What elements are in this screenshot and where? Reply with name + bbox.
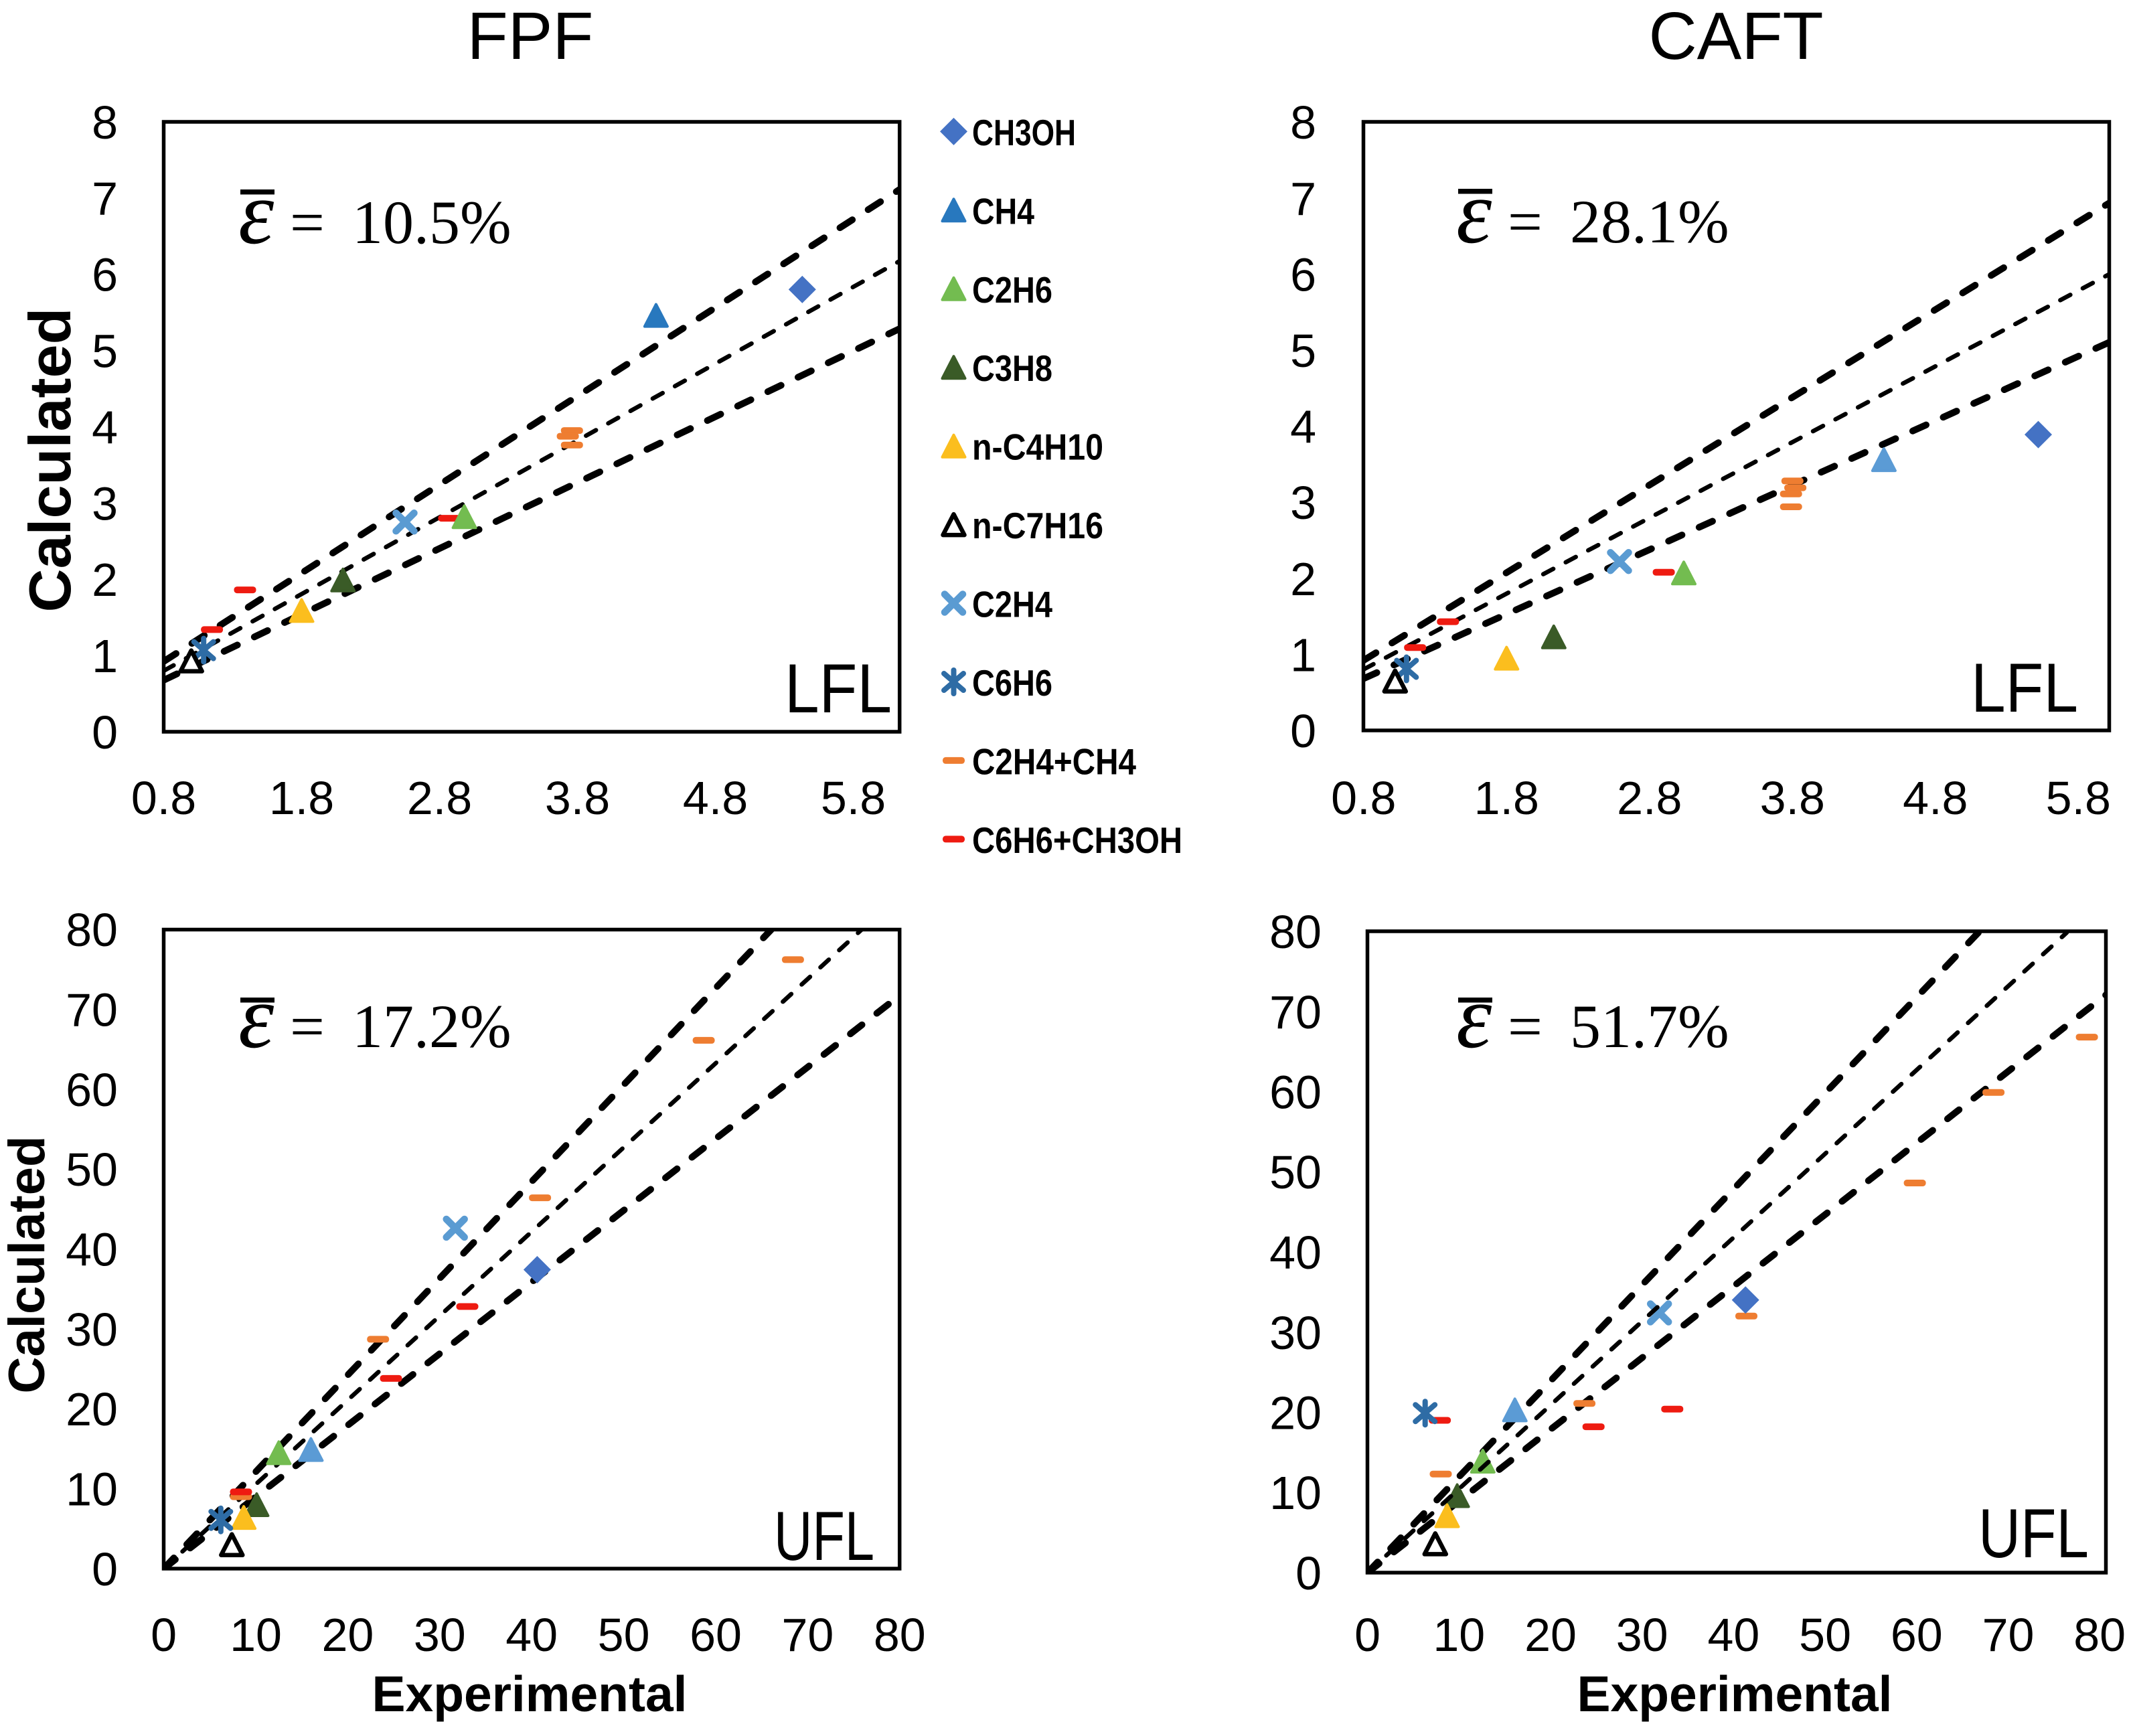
- svg-text:10: 10: [66, 1464, 118, 1516]
- svg-text:C2H6: C2H6: [972, 269, 1052, 311]
- svg-text:CH3OH: CH3OH: [972, 112, 1076, 153]
- svg-text:10: 10: [1433, 1609, 1485, 1661]
- svg-text:5: 5: [92, 325, 118, 378]
- svg-text:50: 50: [1799, 1609, 1851, 1661]
- svg-text:1.8: 1.8: [1474, 772, 1539, 824]
- svg-text:n-C4H10: n-C4H10: [972, 426, 1103, 468]
- svg-text:7: 7: [1290, 173, 1316, 225]
- svg-text:2: 2: [92, 554, 118, 606]
- svg-text:30: 30: [1269, 1307, 1322, 1359]
- svg-text:C2H4: C2H4: [972, 584, 1052, 625]
- svg-text:20: 20: [321, 1609, 374, 1661]
- svg-text:60: 60: [66, 1064, 118, 1116]
- svg-text:=: =: [1508, 187, 1543, 256]
- svg-text:20: 20: [1269, 1387, 1322, 1439]
- svg-text:0: 0: [1354, 1609, 1380, 1661]
- svg-text:0: 0: [92, 1543, 118, 1595]
- svg-text:CAFT: CAFT: [1648, 0, 1823, 74]
- svg-text:70: 70: [1269, 986, 1322, 1038]
- svg-text:40: 40: [66, 1224, 118, 1276]
- svg-text:CH4: CH4: [972, 190, 1034, 232]
- svg-text:20: 20: [1524, 1609, 1577, 1661]
- svg-text:ε: ε: [1456, 163, 1492, 262]
- svg-text:5: 5: [1290, 325, 1316, 377]
- svg-text:5.8: 5.8: [2046, 772, 2111, 824]
- svg-text:Experimental: Experimental: [372, 1666, 687, 1722]
- svg-text:10: 10: [230, 1609, 282, 1661]
- svg-text:10: 10: [1269, 1467, 1322, 1519]
- svg-text:4: 4: [1290, 401, 1316, 453]
- svg-text:51.7%: 51.7%: [1570, 992, 1729, 1060]
- svg-text:3.8: 3.8: [1760, 772, 1825, 824]
- svg-text:4: 4: [92, 401, 118, 453]
- svg-text:8: 8: [92, 96, 118, 149]
- svg-text:70: 70: [1982, 1609, 2035, 1661]
- svg-text:2.8: 2.8: [1617, 772, 1682, 824]
- svg-text:20: 20: [66, 1383, 118, 1435]
- svg-text:80: 80: [874, 1609, 926, 1661]
- svg-text:=: =: [290, 992, 325, 1060]
- svg-text:0: 0: [92, 706, 118, 759]
- svg-text:80: 80: [66, 904, 118, 956]
- svg-text:C6H6: C6H6: [972, 662, 1052, 704]
- svg-text:6: 6: [92, 249, 118, 301]
- svg-text:LFL: LFL: [785, 650, 892, 728]
- svg-text:LFL: LFL: [1971, 649, 2078, 727]
- svg-text:50: 50: [66, 1143, 118, 1196]
- svg-text:0: 0: [1295, 1547, 1322, 1599]
- svg-text:FPF: FPF: [467, 0, 594, 74]
- svg-text:0: 0: [1290, 705, 1316, 757]
- svg-text:5.8: 5.8: [821, 772, 886, 824]
- svg-text:3: 3: [92, 477, 118, 530]
- svg-text:C6H6+CH3OH: C6H6+CH3OH: [972, 819, 1182, 861]
- svg-text:C3H8: C3H8: [972, 347, 1052, 389]
- svg-text:0.8: 0.8: [1331, 772, 1396, 824]
- svg-text:50: 50: [1269, 1146, 1322, 1198]
- svg-text:30: 30: [1616, 1609, 1668, 1661]
- svg-text:60: 60: [690, 1609, 742, 1661]
- svg-text:Calculated: Calculated: [17, 308, 83, 613]
- svg-text:50: 50: [598, 1609, 650, 1661]
- svg-text:7: 7: [92, 173, 118, 225]
- svg-text:70: 70: [66, 983, 118, 1036]
- svg-text:17.2%: 17.2%: [352, 992, 511, 1060]
- svg-text:30: 30: [414, 1609, 466, 1661]
- svg-text:10.5%: 10.5%: [352, 188, 511, 256]
- svg-text:30: 30: [66, 1304, 118, 1356]
- svg-text:=: =: [1508, 992, 1543, 1060]
- svg-text:60: 60: [1891, 1609, 1943, 1661]
- svg-text:ε: ε: [238, 163, 274, 263]
- svg-text:1: 1: [92, 630, 118, 682]
- svg-text:0: 0: [151, 1609, 177, 1661]
- svg-text:2: 2: [1290, 553, 1316, 605]
- svg-text:2.8: 2.8: [407, 772, 472, 824]
- svg-text:60: 60: [1269, 1067, 1322, 1119]
- svg-text:3.8: 3.8: [545, 772, 610, 824]
- svg-text:Calculated: Calculated: [0, 1136, 56, 1394]
- svg-text:3: 3: [1290, 477, 1316, 529]
- svg-text:1.8: 1.8: [269, 772, 334, 824]
- svg-text:C2H4+CH4: C2H4+CH4: [972, 740, 1136, 782]
- svg-text:70: 70: [781, 1609, 834, 1661]
- svg-text:28.1%: 28.1%: [1570, 187, 1729, 256]
- svg-text:40: 40: [1269, 1227, 1322, 1279]
- svg-text:6: 6: [1290, 248, 1316, 301]
- svg-text:40: 40: [1707, 1609, 1759, 1661]
- svg-text:4.8: 4.8: [1903, 772, 1968, 824]
- svg-text:n-C7H16: n-C7H16: [972, 505, 1103, 546]
- svg-text:Experimental: Experimental: [1577, 1666, 1892, 1722]
- svg-text:80: 80: [2073, 1609, 2126, 1661]
- svg-text:1: 1: [1290, 629, 1316, 681]
- svg-text:0.8: 0.8: [131, 772, 196, 824]
- svg-text:ε: ε: [1456, 967, 1492, 1067]
- svg-text:4.8: 4.8: [683, 772, 748, 824]
- svg-text:UFL: UFL: [774, 1498, 874, 1575]
- svg-text:=: =: [290, 188, 325, 256]
- svg-text:ε: ε: [238, 967, 274, 1067]
- svg-text:80: 80: [1269, 906, 1322, 958]
- svg-text:40: 40: [505, 1609, 558, 1661]
- svg-text:8: 8: [1290, 96, 1316, 149]
- svg-text:UFL: UFL: [1978, 1495, 2089, 1573]
